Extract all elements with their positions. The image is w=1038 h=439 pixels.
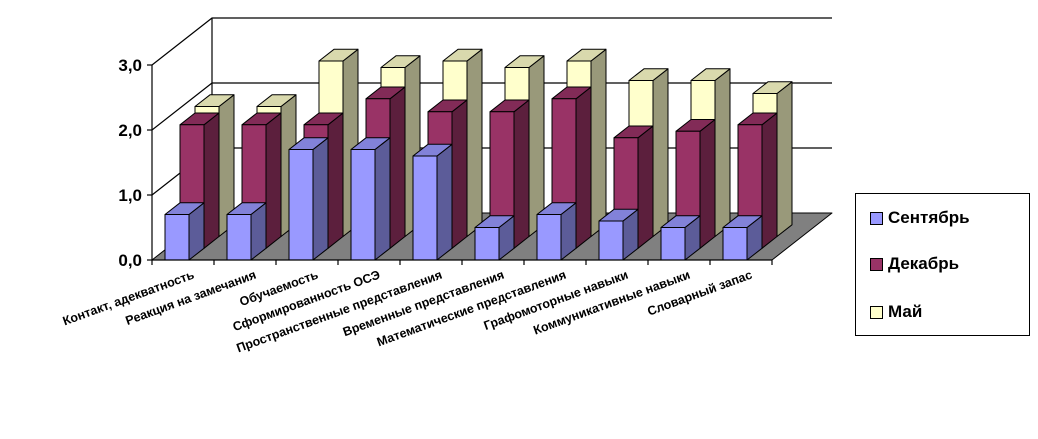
legend: Сентябрь Декабрь Май	[855, 193, 1030, 336]
bar-sentyabr-8-front	[660, 227, 686, 261]
legend-item-dekabr: Декабрь	[870, 254, 959, 274]
bar-sentyabr-4	[412, 143, 453, 261]
bar-sentyabr-2-front	[288, 149, 314, 261]
bar-sentyabr-3	[350, 137, 391, 261]
y-tick-label: 0,0	[118, 251, 142, 270]
legend-label-dekabr: Декабрь	[888, 254, 960, 273]
bar-dekabr-3-side	[389, 86, 406, 249]
bar-dekabr-0-side	[203, 112, 220, 249]
bar-sentyabr-6	[536, 202, 577, 261]
bar-sentyabr-9-front	[722, 227, 748, 261]
bar-dekabr-9-side	[761, 112, 778, 249]
bars	[164, 48, 793, 261]
y-tick-label: 1,0	[118, 186, 142, 205]
bar-sentyabr-1	[226, 202, 267, 261]
bar-may-5-side	[528, 55, 545, 237]
bar-dekabr-2-side	[327, 112, 344, 249]
bar-sentyabr-4-side	[436, 143, 453, 261]
bar-sentyabr-3-side	[374, 137, 391, 261]
bar-sentyabr-2-side	[312, 137, 329, 261]
legend-item-sentyabr: Сентябрь	[870, 208, 970, 228]
bar-may-4-side	[466, 48, 483, 237]
legend-label-sentyabr: Сентябрь	[888, 208, 970, 227]
bar-sentyabr-1-front	[226, 214, 252, 261]
bar-dekabr-5	[489, 99, 530, 249]
bar-sentyabr-2	[288, 137, 329, 261]
legend-swatch-sentyabr	[870, 211, 883, 225]
y-tick-label: 3,0	[118, 56, 142, 75]
legend-item-may: Май	[870, 302, 922, 322]
bar-dekabr-6-side	[575, 86, 592, 249]
bar-sentyabr-6-front	[536, 214, 562, 261]
bar-dekabr-1-side	[265, 112, 282, 249]
bar-sentyabr-0	[164, 202, 205, 261]
x-tick-label: Словарный запас	[646, 268, 755, 319]
bar-may-9-side	[776, 81, 793, 237]
legend-swatch-may	[870, 305, 883, 319]
legend-label-may: Май	[888, 302, 923, 321]
bar-sentyabr-7	[598, 208, 639, 261]
bar-sentyabr-5	[474, 215, 515, 261]
legend-swatch-dekabr	[870, 257, 883, 271]
bar-dekabr-4-side	[451, 99, 468, 249]
bar-dekabr-7-side	[637, 125, 654, 249]
bar-sentyabr-3-front	[350, 149, 376, 261]
bar-may-8-side	[714, 68, 731, 237]
bar-dekabr-5-side	[513, 99, 530, 249]
bar-sentyabr-4-front	[412, 155, 438, 261]
bar-sentyabr-5-front	[474, 227, 500, 261]
y-axis: 0,0 1,0 2,0 3,0	[118, 56, 152, 270]
bar-dekabr-8-side	[699, 119, 716, 249]
y-tick-label: 2,0	[118, 121, 142, 140]
bar-may-6-side	[590, 48, 607, 237]
bar-sentyabr-7-front	[598, 220, 624, 261]
bar-sentyabr-0-front	[164, 214, 190, 261]
bar-sentyabr-8	[660, 215, 701, 261]
bar-sentyabr-9	[722, 215, 763, 261]
bar-may-7-side	[652, 68, 669, 237]
